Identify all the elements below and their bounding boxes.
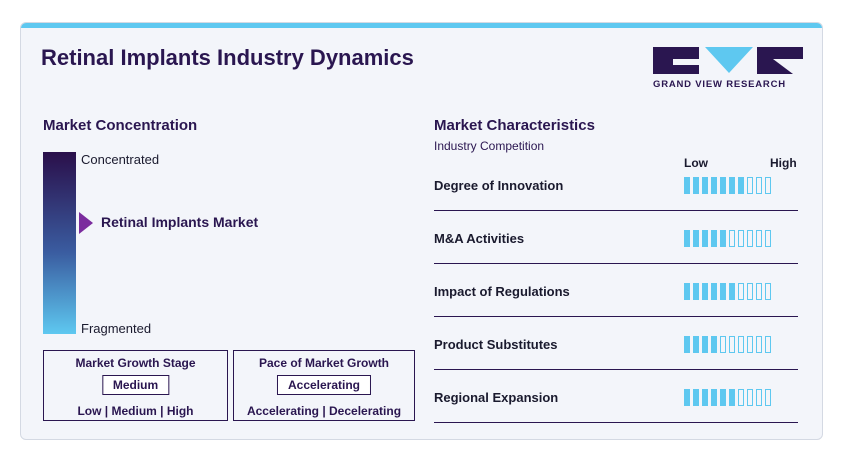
characteristic-row: Degree of Innovation	[434, 158, 798, 211]
level-segment-filled	[684, 389, 690, 406]
level-segment-filled	[720, 389, 726, 406]
level-segment-empty	[738, 336, 744, 353]
characteristic-row: Regional Expansion	[434, 370, 798, 423]
level-segment-empty	[756, 230, 762, 247]
level-segment-empty	[747, 283, 753, 300]
level-segment-empty	[720, 336, 726, 353]
characteristic-label: Product Substitutes	[434, 337, 558, 352]
row-divider	[434, 210, 798, 211]
level-segment-filled	[729, 389, 735, 406]
characteristic-row: M&A Activities	[434, 211, 798, 264]
market-concentration-heading: Market Concentration	[43, 117, 198, 134]
scale-low-label: Low	[684, 156, 708, 170]
level-segment-empty	[756, 389, 762, 406]
level-segment-filled	[729, 283, 735, 300]
level-segment-filled	[684, 283, 690, 300]
growth-stage-scale: Low | Medium | High	[77, 404, 194, 418]
level-segment-filled	[693, 177, 699, 194]
characteristic-level-meter	[684, 177, 771, 194]
level-segment-filled	[702, 177, 708, 194]
characteristic-label: Degree of Innovation	[434, 178, 564, 193]
level-segment-filled	[711, 336, 717, 353]
level-segment-filled	[720, 283, 726, 300]
level-segment-filled	[693, 389, 699, 406]
level-segment-filled	[693, 336, 699, 353]
characteristic-row: Product Substitutes	[434, 317, 798, 370]
level-segment-empty	[747, 230, 753, 247]
level-segment-empty	[738, 283, 744, 300]
level-segment-empty	[756, 336, 762, 353]
row-divider	[434, 316, 798, 317]
row-divider	[434, 422, 798, 423]
level-segment-empty	[747, 177, 753, 194]
level-segment-empty	[738, 389, 744, 406]
fragmented-label: Fragmented	[81, 321, 152, 336]
characteristic-level-meter	[684, 230, 771, 247]
level-segment-empty	[765, 177, 771, 194]
market-position-label: Retinal Implants Market	[101, 214, 259, 230]
market-position-marker-icon	[79, 212, 93, 234]
level-segment-empty	[738, 230, 744, 247]
growth-pace-value: Accelerating	[276, 375, 372, 395]
level-segment-empty	[765, 283, 771, 300]
level-segment-empty	[747, 336, 753, 353]
level-segment-filled	[693, 230, 699, 247]
level-segment-filled	[693, 283, 699, 300]
level-segment-filled	[729, 177, 735, 194]
level-segment-empty	[756, 283, 762, 300]
level-segment-empty	[756, 177, 762, 194]
page-title: Retinal Implants Industry Dynamics	[41, 45, 414, 70]
grand-view-research-logo: GRAND VIEW RESEARCH	[653, 47, 803, 97]
top-accent-bar	[21, 23, 822, 28]
growth-pace-title: Pace of Market Growth	[258, 356, 390, 370]
growth-stage-title: Market Growth Stage	[75, 356, 196, 370]
level-segment-filled	[702, 389, 708, 406]
dynamics-card: Retinal Implants Industry Dynamics GRAND…	[20, 22, 823, 440]
concentration-gradient-bar	[43, 152, 76, 334]
logo-text: GRAND VIEW RESEARCH	[653, 79, 786, 90]
level-segment-filled	[711, 177, 717, 194]
growth-stage-value: Medium	[101, 375, 170, 395]
level-segment-filled	[720, 177, 726, 194]
level-segment-filled	[684, 336, 690, 353]
level-segment-empty	[765, 389, 771, 406]
characteristic-level-meter	[684, 336, 771, 353]
characteristic-level-meter	[684, 389, 771, 406]
level-segment-filled	[702, 336, 708, 353]
characteristic-level-meter	[684, 283, 771, 300]
characteristic-label: M&A Activities	[434, 231, 525, 246]
scale-high-label: High	[770, 156, 797, 170]
level-segment-filled	[711, 389, 717, 406]
level-segment-filled	[711, 283, 717, 300]
level-segment-filled	[711, 230, 717, 247]
level-segment-filled	[738, 177, 744, 194]
characteristic-label: Impact of Regulations	[434, 284, 570, 299]
level-segment-filled	[702, 283, 708, 300]
level-segment-filled	[684, 230, 690, 247]
growth-pace-scale: Accelerating | Decelerating	[246, 404, 402, 418]
level-segment-empty	[747, 389, 753, 406]
characteristic-row: Impact of Regulations	[434, 264, 798, 317]
industry-competition-subheading: Industry Competition	[434, 139, 545, 153]
level-segment-empty	[729, 336, 735, 353]
level-segment-empty	[765, 230, 771, 247]
growth-stage-box: Market Growth Stage Medium Low | Medium …	[43, 350, 228, 421]
concentrated-label: Concentrated	[81, 152, 160, 167]
level-segment-filled	[684, 177, 690, 194]
level-segment-filled	[720, 230, 726, 247]
growth-pace-box: Pace of Market Growth Accelerating Accel…	[233, 350, 415, 421]
level-segment-empty	[765, 336, 771, 353]
logo-mark-icon	[653, 47, 803, 74]
market-characteristics-heading: Market Characteristics	[434, 117, 595, 134]
level-segment-empty	[729, 230, 735, 247]
level-segment-filled	[702, 230, 708, 247]
characteristic-label: Regional Expansion	[434, 390, 559, 405]
row-divider	[434, 369, 798, 370]
row-divider	[434, 263, 798, 264]
